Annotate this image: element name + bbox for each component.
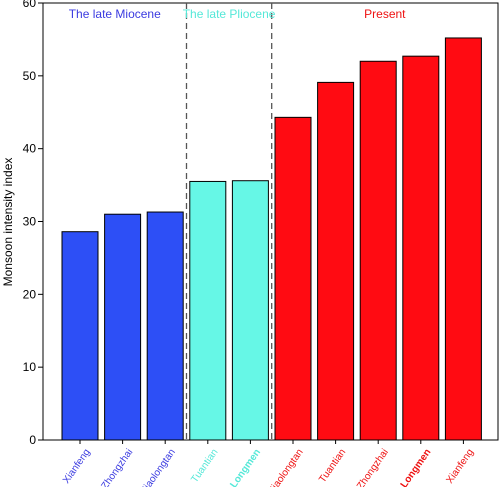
x-label-tuantian-6: Tuantian: [317, 447, 348, 485]
y-tick-label: 60: [23, 0, 37, 10]
y-axis-title: Monsoon intensity index: [1, 158, 15, 287]
bar-zhongzhai-1: [104, 213, 142, 441]
x-label-xiaolongtan-2: Xiaolongtan: [139, 447, 178, 487]
x-label-zhongzhai-7: Zhongzhai: [355, 447, 391, 487]
bar-tuantian-3: [189, 180, 227, 441]
x-label-tuantian-3: Tuantian: [189, 447, 220, 485]
x-axis-labels: Xianfeng Zhongzhai Xiaolongtan Tuantian Long…: [61, 440, 476, 487]
x-label-xianfeng-0: Xianfeng: [61, 447, 93, 486]
period-labels: The late Miocene The late Pliocene Present: [69, 7, 406, 21]
bar-zhongzhai-7: [359, 60, 397, 441]
period-label-0: The late Miocene: [69, 7, 161, 21]
y-axis: 0 10 20 30 40 50 60: [23, 0, 43, 447]
bar-longmen-8: [402, 55, 440, 441]
bar-xiaolongtan-2: [146, 211, 184, 441]
period-dividers: [185, 3, 273, 440]
bar-xiaolongtan-5: [274, 116, 312, 441]
x-label-longmen-4: Longmen: [228, 447, 263, 487]
y-tick-label: 40: [23, 142, 37, 156]
period-label-2: Present: [364, 7, 406, 21]
y-tick-label: 10: [23, 360, 37, 374]
x-label-xiaolongtan-5: Xiaolongtan: [266, 447, 305, 487]
x-label-longmen-8: Longmen: [399, 447, 434, 487]
period-label-1: The late Pliocene: [183, 7, 276, 21]
bar-longmen-4: [231, 180, 269, 441]
y-tick-label: 20: [23, 287, 37, 301]
bar-xianfeng-9: [444, 37, 482, 441]
bar-xianfeng-0: [61, 231, 99, 441]
x-label-zhongzhai-1: Zhongzhai: [100, 447, 136, 487]
y-tick-label: 0: [29, 433, 36, 447]
x-label-xianfeng-9: Xianfeng: [444, 447, 476, 486]
y-tick-label: 50: [23, 69, 37, 83]
bar-tuantian-6: [317, 81, 355, 441]
y-tick-label: 30: [23, 215, 37, 229]
